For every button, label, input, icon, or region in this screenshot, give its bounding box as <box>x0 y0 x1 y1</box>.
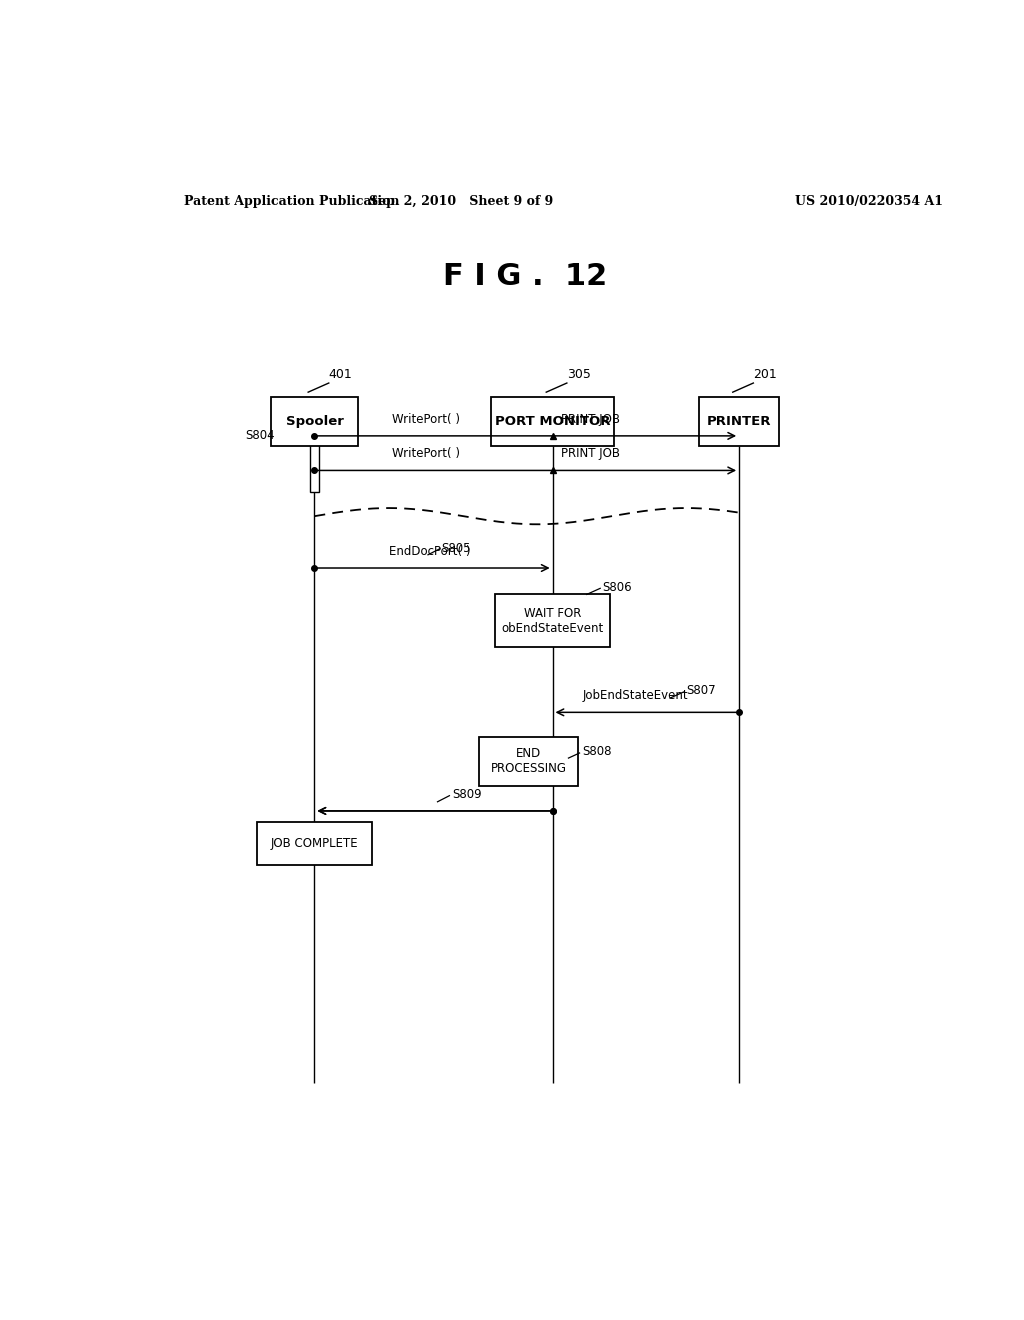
Text: END
PROCESSING: END PROCESSING <box>490 747 566 775</box>
Text: 305: 305 <box>567 368 591 381</box>
Text: S806: S806 <box>602 581 632 594</box>
Text: JobEndStateEvent: JobEndStateEvent <box>583 689 689 702</box>
Bar <box>479 737 579 785</box>
Bar <box>699 397 778 446</box>
Text: S807: S807 <box>686 685 716 697</box>
Bar <box>270 397 358 446</box>
Text: JOB COMPLETE: JOB COMPLETE <box>270 837 358 850</box>
Text: PRINTER: PRINTER <box>707 416 771 428</box>
Text: 401: 401 <box>329 368 352 381</box>
Text: US 2010/0220354 A1: US 2010/0220354 A1 <box>795 194 943 207</box>
Text: F I G .  12: F I G . 12 <box>442 261 607 290</box>
Text: WritePort( ): WritePort( ) <box>391 413 460 426</box>
Text: S804: S804 <box>245 429 274 442</box>
Bar <box>257 822 372 865</box>
Text: S805: S805 <box>441 543 471 556</box>
Bar <box>309 408 319 492</box>
Text: PORT MONITOR: PORT MONITOR <box>495 416 610 428</box>
Text: 201: 201 <box>754 368 777 381</box>
Text: PRINT JOB: PRINT JOB <box>561 447 621 461</box>
Text: Spooler: Spooler <box>286 416 343 428</box>
Text: Sep. 2, 2010   Sheet 9 of 9: Sep. 2, 2010 Sheet 9 of 9 <box>370 194 553 207</box>
Text: PRINT JOB: PRINT JOB <box>561 413 621 426</box>
Text: WritePort( ): WritePort( ) <box>391 447 460 461</box>
Bar <box>492 397 614 446</box>
Text: S809: S809 <box>452 788 481 801</box>
Text: Patent Application Publication: Patent Application Publication <box>183 194 399 207</box>
Text: EndDocPort( ): EndDocPort( ) <box>389 545 470 558</box>
Bar <box>495 594 610 647</box>
Text: WAIT FOR
obEndStateEvent: WAIT FOR obEndStateEvent <box>502 607 604 635</box>
Text: S808: S808 <box>582 746 611 759</box>
